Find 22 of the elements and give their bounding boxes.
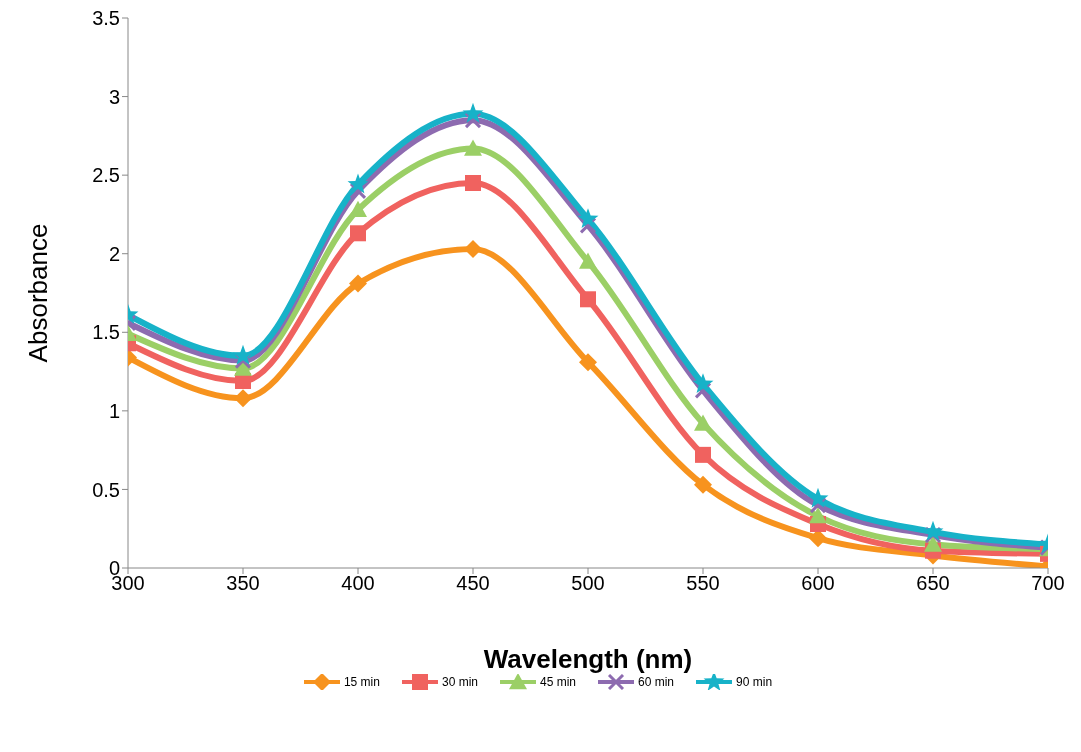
x-tick-label: 400 bbox=[341, 572, 375, 595]
y-axis-title: Absorbance bbox=[23, 223, 54, 363]
legend-label: 45 min bbox=[539, 675, 577, 689]
legend-label: 15 min bbox=[343, 675, 380, 689]
y-tick-label: 3.5 bbox=[92, 7, 120, 30]
y-tick-label: 1.5 bbox=[92, 321, 120, 344]
legend-label: 60 min bbox=[638, 675, 675, 689]
x-tick-label: 500 bbox=[571, 572, 605, 595]
y-tick-label: 0.5 bbox=[92, 478, 120, 501]
legend-label: 90 min bbox=[736, 675, 773, 689]
x-tick-label: 700 bbox=[1031, 572, 1065, 595]
legend-label: 30 min bbox=[441, 675, 478, 689]
y-tick-label: 2 bbox=[108, 242, 120, 265]
x-tick-label: 350 bbox=[226, 572, 260, 595]
x-tick-label: 550 bbox=[686, 572, 720, 595]
y-tick-label: 1 bbox=[108, 399, 120, 422]
x-tick-label: 600 bbox=[801, 572, 835, 595]
x-tick-label: 450 bbox=[456, 572, 490, 595]
x-tick-label: 650 bbox=[916, 572, 950, 595]
y-tick-label: 3 bbox=[108, 85, 120, 108]
y-tick-label: 2.5 bbox=[92, 164, 120, 187]
x-axis-title: Wavelength (nm) bbox=[483, 644, 693, 674]
